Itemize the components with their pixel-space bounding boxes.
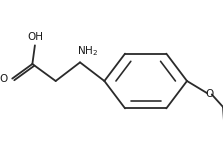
Text: O: O [0,74,8,84]
Text: OH: OH [28,32,44,42]
Text: NH$_2$: NH$_2$ [77,44,98,58]
Text: O: O [206,89,214,99]
